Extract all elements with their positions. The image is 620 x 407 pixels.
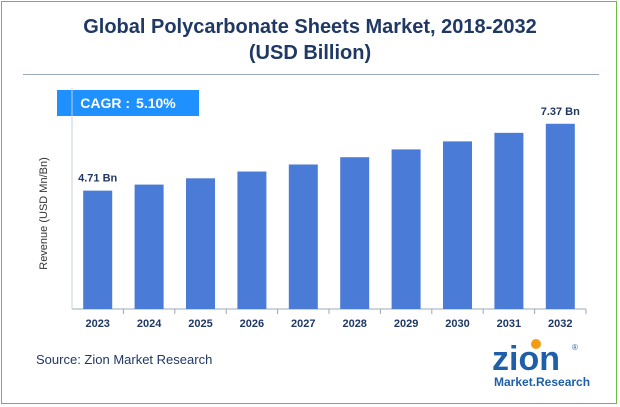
bar-2032 [545,123,575,309]
bar-2023 [83,190,113,309]
x-tick-label-2029: 2029 [394,318,418,330]
bar-2030 [443,141,472,309]
chart-title-line-1: Global Polycarbonate Sheets Market, 2018… [83,16,537,38]
x-tick-label-2030: 2030 [445,318,469,330]
x-tick-label-2031: 2031 [497,318,521,330]
bar-2028 [340,157,370,309]
cagr-badge: CAGR : 5.10% [57,90,199,116]
chart-title-line-2: (USD Billion) [248,42,372,64]
bar-2026 [237,171,267,309]
logo-tagline: Market.Research [494,375,590,389]
cagr-label: CAGR : [80,95,131,111]
x-tick-label-2025: 2025 [188,318,212,330]
bar-2027 [288,164,318,309]
zion-logo: zion ® Market.Research [492,339,590,389]
chart-title: Global Polycarbonate Sheets Market, 2018… [0,14,620,66]
bar-2029 [391,149,421,309]
logo-dot [531,339,541,349]
source-note: Source: Zion Market Research [36,352,213,367]
x-tick-label-2026: 2026 [240,318,264,330]
title-divider [23,74,599,75]
bar-2031 [494,132,524,309]
y-axis-label: Revenue (USD Mn/Bn) [38,157,50,270]
data-label-2032: 7.37 Bn [541,106,580,118]
bar-2025 [186,178,215,309]
logo-word: zion [492,340,560,378]
logo-registered: ® [572,343,578,352]
data-label-2023: 4.71 Bn [78,173,117,185]
x-tick-label-2027: 2027 [291,318,315,330]
x-tick-label-2024: 2024 [137,318,162,330]
x-tick-label-2028: 2028 [342,318,366,330]
cagr-value: 5.10% [136,95,176,111]
x-tick-label-2032: 2032 [548,318,572,330]
bar-2024 [134,184,164,309]
x-tick-label-2023: 2023 [85,318,109,330]
